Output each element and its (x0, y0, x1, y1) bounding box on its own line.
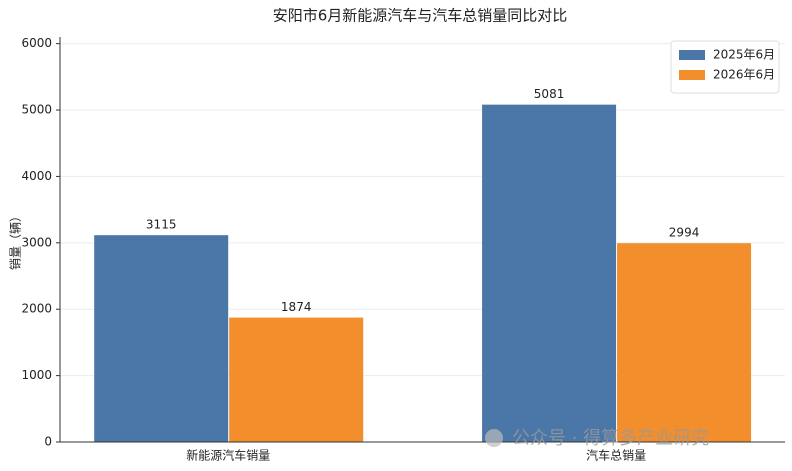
y-tick-label: 2000 (21, 302, 52, 316)
legend-swatch (679, 50, 705, 60)
y-axis-label: 销量（辆） (9, 210, 23, 270)
value-label: 2994 (669, 226, 700, 240)
y-tick-label: 3000 (21, 235, 52, 249)
legend: 2025年6月 2026年6月 (670, 40, 780, 94)
value-label: 1874 (281, 300, 312, 314)
y-tick-label: 5000 (21, 103, 52, 117)
y-tick-label: 1000 (21, 368, 52, 382)
x-tick-label: 新能源汽车销量 (186, 448, 270, 463)
bar (617, 243, 752, 442)
value-label: 3115 (146, 218, 177, 232)
x-tick-label: 汽车总销量 (586, 448, 646, 463)
bar (229, 317, 364, 442)
bar (482, 104, 617, 443)
watermark-icon (485, 429, 503, 447)
y-tick-label: 6000 (21, 36, 52, 50)
value-label: 5081 (534, 87, 565, 101)
bars: 3115 1874 5081 2994 (94, 87, 752, 443)
chart-title: 安阳市6月新能源汽车与汽车总销量同比对比 (273, 7, 568, 25)
y-tick-label: 4000 (21, 169, 52, 183)
legend-label: 2025年6月 (713, 48, 775, 62)
bar (94, 235, 229, 442)
legend-swatch (679, 70, 705, 80)
watermark: 公众号 · 得算多产业研究 (512, 428, 709, 449)
y-tick-label: 0 (44, 435, 52, 449)
legend-label: 2026年6月 (713, 68, 775, 82)
